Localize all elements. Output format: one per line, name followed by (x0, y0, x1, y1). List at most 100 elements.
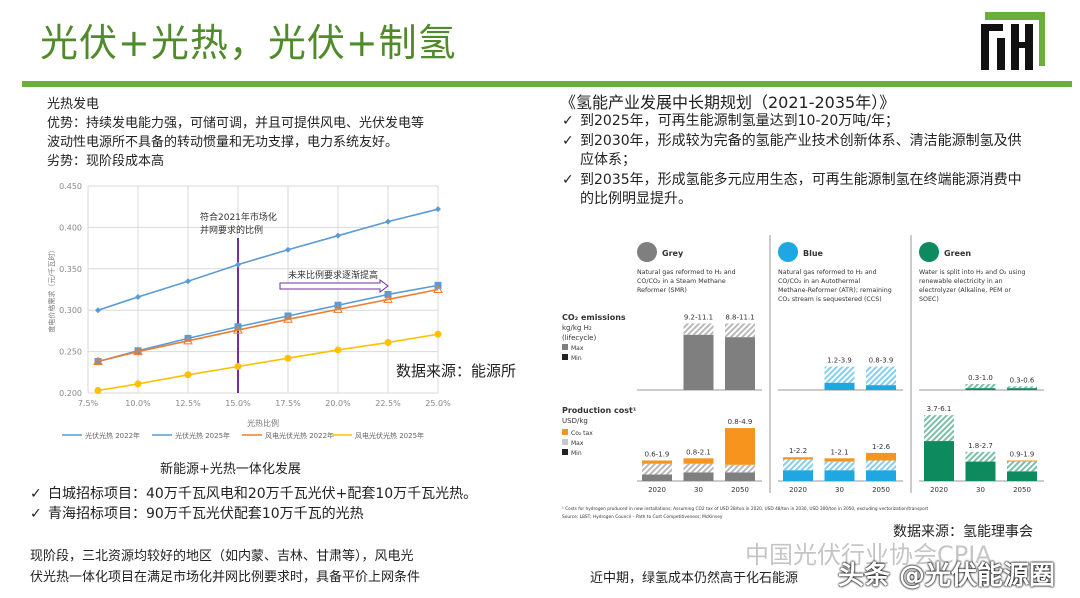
bar-label: 3.7-6.1 (927, 405, 952, 413)
footnote: ¹ Costs for hydrogen produced in new ins… (562, 506, 929, 512)
watermark-cpia: 中国光伏行业协会CPIA (745, 541, 992, 569)
reference-line-label: 符合2021年市场化 (200, 211, 277, 223)
right-source: 数据来源：氢能理事会 (893, 524, 1033, 540)
bullet-text: 到2035年，形成氢能多元应用生态，可再生能源制氢在终端能源消费中 (580, 172, 1022, 188)
group-title: Grey (662, 249, 684, 258)
legend-swatch (562, 439, 568, 445)
right-bullet: ✓ 到2030年，形成较为完备的氢能产业技术创新体系、清洁能源制氢及供 (562, 133, 1022, 149)
cost-bar-max (924, 415, 954, 442)
data-point (335, 232, 341, 239)
blue-hydrogen-icon (778, 242, 798, 262)
cost-bar-min (1007, 471, 1037, 481)
x-tick-label: 2050 (731, 486, 749, 494)
bar-label: 0.6-1.9 (645, 450, 670, 458)
y-tick-label: 0.200 (59, 389, 82, 398)
cost-bar-max (725, 464, 755, 473)
reference-line-label: 并网要求的比例 (200, 224, 263, 236)
left-bullet: ✓ 白城招标项目：40万千瓦风电和20万千瓦光伏+配套10万千瓦光热。 (30, 486, 478, 502)
x-tick-label: 2020 (648, 486, 666, 494)
left-paragraph: 现阶段，三北资源均较好的地区（如内蒙、吉林、甘肃等），风电光 (30, 549, 414, 564)
bullet-text: 到2030年，形成较为完备的氢能产业技术创新体系、清洁能源制氢及供 (580, 133, 1022, 149)
x-tick-label: 2050 (1013, 486, 1031, 494)
bullet-text: 青海招标项目：90万千瓦光伏配套10万千瓦的光热 (48, 506, 364, 522)
x-tick-label: 2050 (872, 486, 890, 494)
data-point (135, 293, 141, 300)
co2-bar-max (725, 323, 755, 338)
bar-label: 1.2-3.9 (827, 357, 852, 365)
data-point (134, 347, 142, 355)
bar-label: 8.8-11.1 (725, 313, 754, 321)
cost-bar-co2-tax (683, 458, 714, 464)
series-line (97, 288, 439, 363)
data-point (134, 380, 142, 388)
y-tick-label: 0.350 (59, 265, 82, 274)
left-advantage-cont: 波动性电源所不具备的转动惯量和无功支撑，电力系统友好。 (47, 135, 399, 150)
legend-label: Min (571, 355, 582, 362)
bar-label: 0.9-1.9 (1010, 450, 1035, 458)
group-title: Green (944, 249, 971, 258)
co2-bar-max (824, 366, 855, 383)
bullet-text: 白城招标项目：40万千瓦风电和20万千瓦光伏+配套10万千瓦光热。 (48, 486, 478, 502)
legend-label: Max (571, 440, 584, 447)
data-point (435, 206, 441, 213)
y-tick-label: 0.450 (59, 182, 82, 191)
data-point (183, 335, 193, 345)
group-description: renewable electricity in an (919, 278, 1003, 285)
bar-label: 0.8-3.9 (869, 357, 894, 365)
y-axis-title: 度电价格需求（元/千瓦时） (47, 246, 56, 332)
trend-arrow (279, 279, 389, 293)
title-divider (22, 81, 1072, 87)
cost-bar-co2-tax (824, 458, 855, 462)
group-description: Methane-Reformer (ATR); remaining (778, 287, 892, 294)
cost-bar-max (1007, 461, 1037, 472)
cost-label: Production cost¹ (562, 406, 637, 415)
x-tick-label: 17.5% (275, 399, 301, 408)
cost-bar-max (824, 461, 855, 471)
data-point (434, 330, 442, 338)
bar-label: 1-2.6 (872, 443, 891, 451)
cost-bar-max (783, 459, 813, 471)
left-advantage: 优势：持续发电能力强，可储可调，并且可提供风电、光伏发电等 (47, 116, 425, 131)
cost-bar-min (642, 474, 672, 481)
cost-bar-min (683, 472, 714, 481)
left-caption: 新能源+光热一体化发展 (160, 462, 301, 477)
x-tick-label: 25.0% (425, 399, 451, 408)
data-point (334, 346, 342, 354)
data-point (385, 218, 391, 225)
data-point (235, 261, 241, 268)
data-point (234, 363, 242, 371)
x-tick-label: 10.0% (125, 399, 151, 408)
series-line (97, 208, 439, 311)
green-hydrogen-icon (919, 242, 939, 262)
data-point (94, 358, 102, 366)
legend-label: 风电光伏光热 2022年 (265, 431, 334, 440)
co2-bar-min (725, 337, 755, 390)
bullet-text-cont: 应体系； (580, 152, 636, 168)
co2-bar-min (1007, 388, 1037, 390)
data-point (285, 246, 291, 253)
left-bullet: ✓ 青海招标项目：90万千瓦光伏配套10万千瓦的光热 (30, 506, 364, 522)
bar-label: 1-2.2 (789, 447, 807, 455)
data-point (133, 346, 143, 356)
x-tick-label: 2020 (930, 486, 948, 494)
grey-hydrogen-icon (637, 242, 657, 262)
data-point (95, 307, 101, 314)
data-point (184, 334, 192, 342)
x-tick-label: 15.0% (225, 399, 251, 408)
data-point (233, 325, 243, 334)
co2-bar-max (683, 323, 714, 335)
cost-bar-co2-tax (783, 457, 813, 460)
left-source: 数据来源：能源所 (396, 362, 517, 380)
group-description: Natural gas reformed to H₂ and (637, 269, 736, 276)
x-axis-title: 光热比例 (247, 418, 279, 428)
x-tick-label: 30 (694, 486, 703, 494)
slide-title: 光伏+光热，光伏+制氢 (40, 21, 457, 65)
cost-bar-co2-tax (866, 452, 896, 461)
x-tick-label: 2020 (789, 486, 807, 494)
x-tick-label: 12.5% (175, 399, 201, 408)
cost-bar-min (725, 472, 755, 481)
x-tick-label: 30 (835, 486, 844, 494)
group-description: CO/CO₂ in an Autothermal (778, 278, 860, 285)
source-note: Source: LBST; Hydrogen Council – Path to… (562, 514, 723, 520)
